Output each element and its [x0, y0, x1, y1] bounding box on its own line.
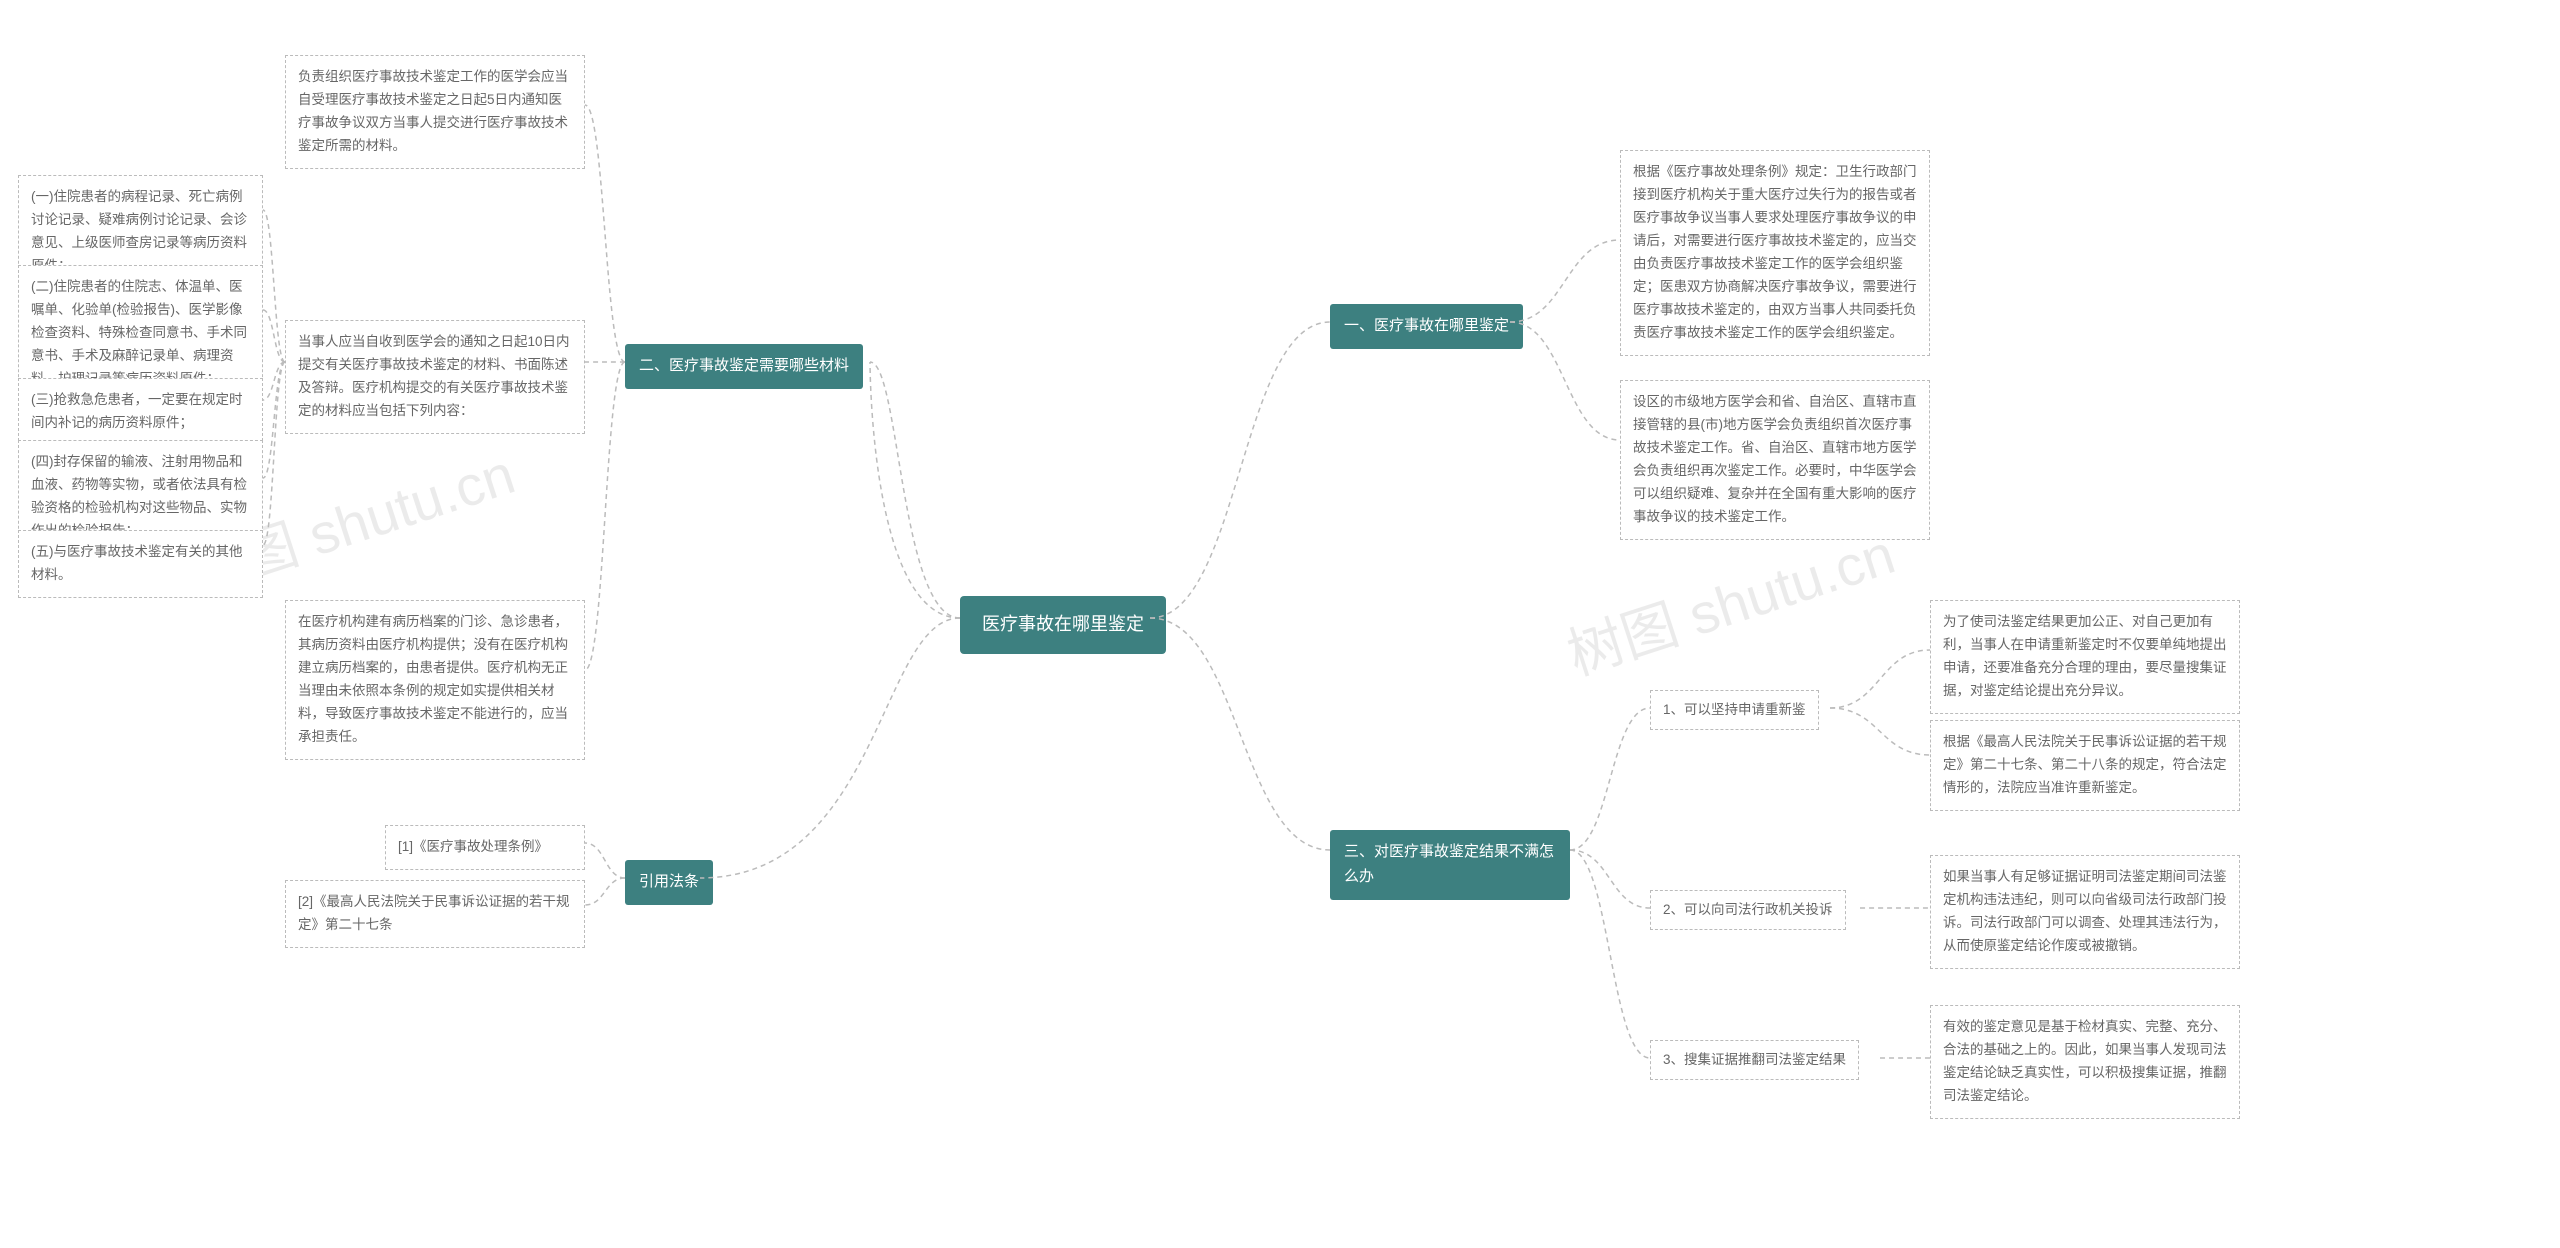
branch-4-leaf-1: [1]《医疗事故处理条例》 — [385, 825, 585, 870]
branch-3-sub-2[interactable]: 2、可以向司法行政机关投诉 — [1650, 890, 1846, 930]
branch-3-sub-1-leaf-2: 根据《最高人民法院关于民事诉讼证据的若干规定》第二十七条、第二十八条的规定，符合… — [1930, 720, 2240, 811]
branch-2-sub-5: (五)与医疗事故技术鉴定有关的其他材料。 — [18, 530, 263, 598]
branch-1-leaf-2: 设区的市级地方医学会和省、自治区、直辖市直接管辖的县(市)地方医学会负责组织首次… — [1620, 380, 1930, 540]
branch-1-leaf-1: 根据《医疗事故处理条例》规定：卫生行政部门接到医疗机构关于重大医疗过失行为的报告… — [1620, 150, 1930, 356]
branch-4-leaf-2: [2]《最高人民法院关于民事诉讼证据的若干规定》第二十七条 — [285, 880, 585, 948]
branch-3-sub-1-leaf-1: 为了使司法鉴定结果更加公正、对自己更加有利，当事人在申请重新鉴定时不仅要单纯地提… — [1930, 600, 2240, 714]
branch-3[interactable]: 三、对医疗事故鉴定结果不满怎么办 — [1330, 830, 1570, 900]
branch-3-sub-1[interactable]: 1、可以坚持申请重新鉴 — [1650, 690, 1819, 730]
branch-2-leaf-3: 在医疗机构建有病历档案的门诊、急诊患者，其病历资料由医疗机构提供；没有在医疗机构… — [285, 600, 585, 760]
branch-2-leaf-1: 负责组织医疗事故技术鉴定工作的医学会应当自受理医疗事故技术鉴定之日起5日内通知医… — [285, 55, 585, 169]
branch-1[interactable]: 一、医疗事故在哪里鉴定 — [1330, 304, 1523, 349]
branch-2[interactable]: 二、医疗事故鉴定需要哪些材料 — [625, 344, 863, 389]
branch-3-sub-2-leaf-1: 如果当事人有足够证据证明司法鉴定期间司法鉴定机构违法违纪，则可以向省级司法行政部… — [1930, 855, 2240, 969]
branch-2-sub-3: (三)抢救急危患者，一定要在规定时间内补记的病历资料原件； — [18, 378, 263, 446]
center-topic[interactable]: 医疗事故在哪里鉴定 — [960, 596, 1166, 654]
branch-2-leaf-2: 当事人应当自收到医学会的通知之日起10日内提交有关医疗事故技术鉴定的材料、书面陈… — [285, 320, 585, 434]
branch-3-sub-3[interactable]: 3、搜集证据推翻司法鉴定结果 — [1650, 1040, 1859, 1080]
branch-4[interactable]: 引用法条 — [625, 860, 713, 905]
branch-3-sub-3-leaf-1: 有效的鉴定意见是基于检材真实、完整、充分、合法的基础之上的。因此，如果当事人发现… — [1930, 1005, 2240, 1119]
